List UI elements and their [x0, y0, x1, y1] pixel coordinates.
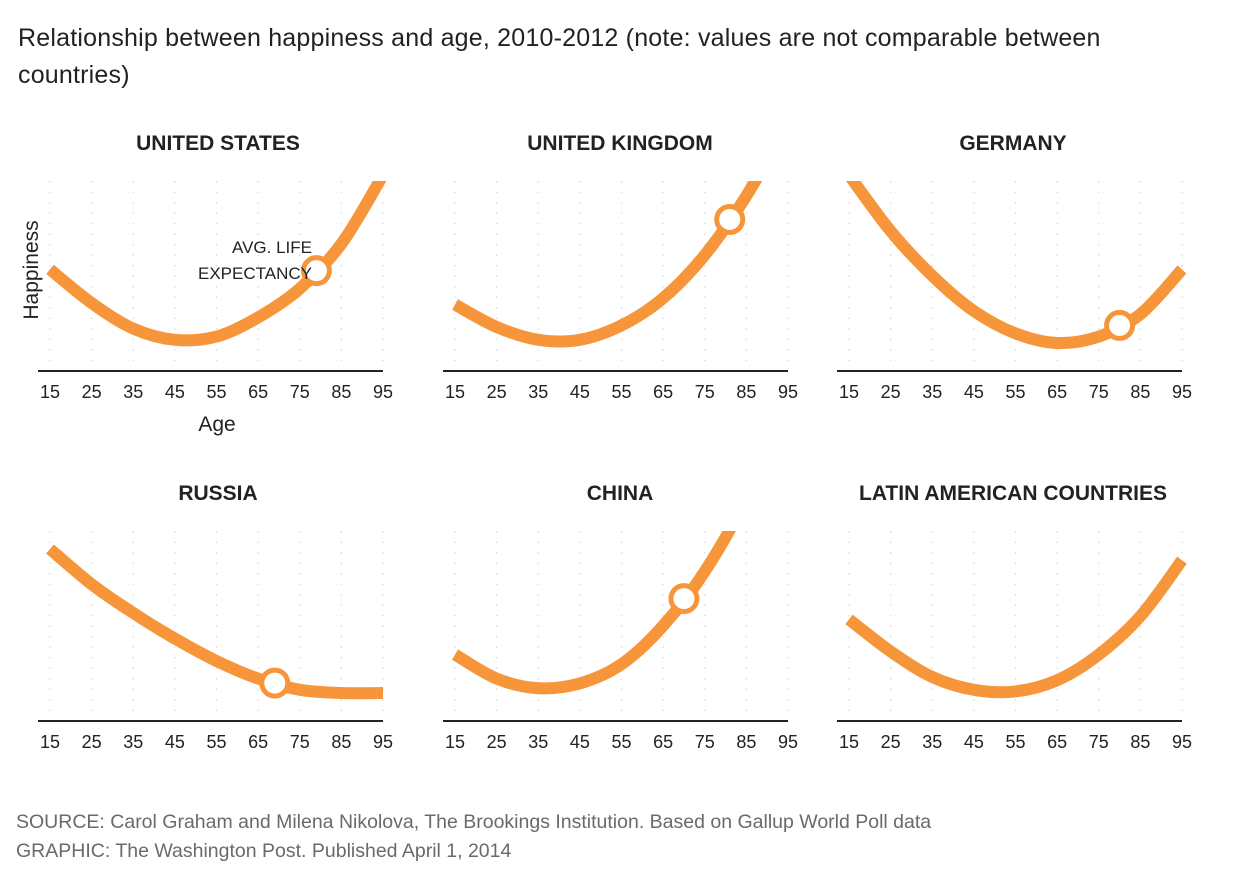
x-tick-label: 85	[736, 382, 756, 402]
x-tick-label: 75	[695, 382, 715, 402]
x-tick-label: 45	[570, 732, 590, 752]
x-tick-label: 75	[290, 732, 310, 752]
x-tick-label: 25	[82, 382, 102, 402]
x-tick-label: 45	[165, 732, 185, 752]
x-tick-label: 15	[445, 732, 465, 752]
x-tick-label: 65	[248, 382, 268, 402]
x-tick-label: 65	[653, 732, 673, 752]
x-tick-label: 25	[487, 732, 507, 752]
x-tick-label: 85	[1130, 732, 1150, 752]
x-tick-label: 85	[736, 732, 756, 752]
panel-united-kingdom: UNITED KINGDOM 15 25 35 45 55 65 75 85 95	[443, 132, 798, 402]
x-tick-label: 35	[528, 732, 548, 752]
x-tick-label: 45	[165, 382, 185, 402]
x-tick-label: 25	[881, 732, 901, 752]
x-tick-label: 95	[1172, 732, 1192, 752]
x-tick-label: 75	[290, 382, 310, 402]
panel-latin-american-countries: LATIN AMERICAN COUNTRIES 15 25 35 45 55 65 75 85…	[837, 482, 1192, 752]
x-tick-label: 55	[1005, 382, 1025, 402]
life-expectancy-marker	[1104, 309, 1136, 341]
annotation-line-2: EXPECTANCY	[198, 264, 312, 283]
annotation-line-1: AVG. LIFE	[232, 238, 312, 257]
x-tick-label: 25	[881, 382, 901, 402]
x-axis-label: Age	[198, 413, 235, 436]
x-tick-label: 25	[487, 382, 507, 402]
x-tick-label: 55	[206, 382, 226, 402]
x-tick-label: 75	[1089, 732, 1109, 752]
series-line	[452, 181, 763, 348]
series-line	[845, 556, 1187, 699]
chart-subtitle: Relationship between happiness and age, …	[18, 24, 1101, 89]
life-expectancy-marker	[714, 203, 746, 235]
panel-russia: RUSSIA 15 25 35 45 55 65 75 85 95	[38, 482, 393, 752]
x-tick-label: 45	[964, 382, 984, 402]
x-tick-label: 95	[778, 382, 798, 402]
x-tick-label: 15	[839, 732, 859, 752]
x-tick-label: 35	[528, 382, 548, 402]
x-tick-label: 85	[1130, 382, 1150, 402]
x-tick-label: 95	[778, 732, 798, 752]
series-line	[46, 181, 387, 347]
panel-title: RUSSIA	[178, 482, 257, 505]
x-tick-label: 95	[373, 382, 393, 402]
panel-title: CHINA	[587, 482, 654, 505]
x-tick-label: 85	[331, 382, 351, 402]
x-tick-label: 75	[1089, 382, 1109, 402]
graphic-credit: GRAPHIC: The Washington Post. Published …	[16, 840, 512, 862]
panel-germany: GERMANY 15 25 35 45 55 65 75 85 95	[837, 132, 1192, 402]
source-note: SOURCE: Carol Graham and Milena Nikolova…	[16, 811, 932, 833]
panel-united-states: UNITED STATES 15 25 35 45 55 65 75 85 95 AVG. LIFE…	[20, 132, 393, 436]
x-tick-label: 65	[1047, 732, 1067, 752]
x-tick-label: 55	[206, 732, 226, 752]
x-tick-label: 35	[922, 382, 942, 402]
x-tick-label: 85	[331, 732, 351, 752]
x-tick-label: 75	[695, 732, 715, 752]
x-tick-label: 35	[123, 382, 143, 402]
panel-title: UNITED STATES	[136, 132, 300, 155]
x-tick-label: 15	[40, 732, 60, 752]
small-multiples-chart: UNITED STATES 15 25 35 45 55 65 75 85 95 AVG. LIFE…	[20, 132, 1192, 752]
y-axis-label: Happiness	[20, 220, 43, 319]
x-tick-label: 65	[653, 382, 673, 402]
chart-footer: SOURCE: Carol Graham and Milena Nikolova…	[16, 808, 931, 866]
life-expectancy-marker	[668, 583, 700, 615]
x-tick-label: 35	[922, 732, 942, 752]
x-tick-label: 65	[248, 732, 268, 752]
panel-title: UNITED KINGDOM	[527, 132, 713, 155]
x-tick-label: 15	[40, 382, 60, 402]
x-tick-label: 45	[570, 382, 590, 402]
x-tick-label: 15	[839, 382, 859, 402]
x-tick-label: 55	[611, 382, 631, 402]
x-tick-label: 95	[1172, 382, 1192, 402]
x-tick-label: 55	[611, 732, 631, 752]
series-line	[46, 544, 384, 700]
life-expectancy-marker	[259, 667, 291, 699]
series-line	[451, 531, 737, 695]
x-tick-label: 95	[373, 732, 393, 752]
x-tick-label: 65	[1047, 382, 1067, 402]
panel-china: CHINA 15 25 35 45 55 65 75 85 95	[443, 482, 798, 752]
panel-title: GERMANY	[959, 132, 1066, 155]
x-tick-label: 45	[964, 732, 984, 752]
life-expectancy-marker	[300, 255, 332, 287]
panel-title: LATIN AMERICAN COUNTRIES	[859, 482, 1167, 505]
x-tick-label: 25	[82, 732, 102, 752]
x-tick-label: 35	[123, 732, 143, 752]
x-tick-label: 55	[1005, 732, 1025, 752]
x-tick-label: 15	[445, 382, 465, 402]
